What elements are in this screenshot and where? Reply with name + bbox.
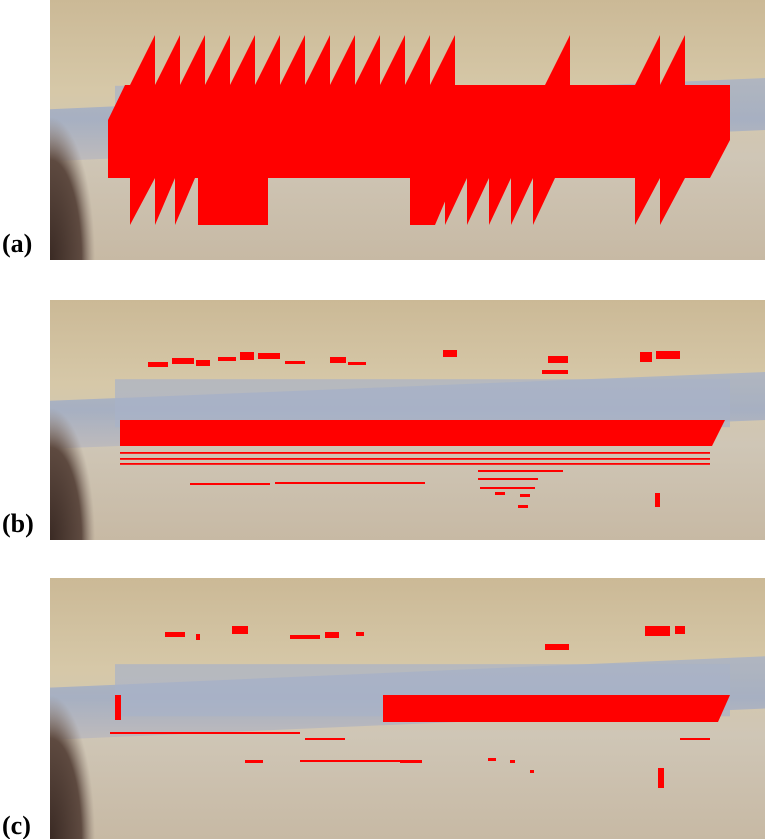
red-region — [275, 482, 425, 484]
red-region — [545, 644, 569, 650]
red-region — [300, 760, 400, 762]
red-region — [290, 635, 320, 639]
red-region — [120, 463, 710, 465]
shadow — [50, 408, 95, 540]
red-region — [658, 768, 664, 788]
red-region — [680, 738, 710, 740]
panels — [50, 0, 765, 839]
red-region — [190, 483, 270, 485]
red-region — [518, 505, 528, 508]
red-region — [530, 770, 534, 773]
red-region — [400, 760, 422, 763]
red-region — [640, 352, 652, 362]
red-region — [218, 357, 236, 361]
red-region — [196, 634, 200, 640]
red-region — [495, 492, 505, 495]
red-region — [120, 452, 710, 454]
red-region — [656, 351, 680, 359]
red-region — [115, 695, 121, 720]
red-region — [520, 494, 530, 497]
red-region — [285, 361, 305, 364]
red-region — [258, 353, 280, 359]
red-region — [305, 738, 345, 740]
figure: (a) (b) (c) — [0, 0, 765, 839]
red-region — [330, 357, 346, 363]
red-region — [675, 626, 685, 634]
panel-label: (c) — [2, 811, 31, 839]
red-region — [165, 632, 185, 637]
panel-label: (a) — [2, 229, 32, 258]
red-region — [232, 626, 248, 634]
red-region — [325, 632, 339, 638]
red-region — [478, 478, 538, 480]
red-region — [245, 760, 263, 763]
red-region — [480, 487, 535, 489]
red-region — [655, 493, 660, 507]
red-mask — [120, 420, 725, 446]
red-region — [443, 350, 457, 357]
red-region — [488, 758, 496, 761]
red-region — [356, 632, 364, 636]
red-region — [172, 358, 194, 364]
red-region — [645, 626, 670, 636]
red-region — [110, 732, 300, 734]
shadow — [50, 117, 95, 260]
red-mask — [383, 695, 730, 722]
panel-label: (b) — [2, 509, 34, 538]
red-region — [548, 356, 568, 363]
red-region — [478, 470, 563, 472]
shadow — [50, 695, 95, 839]
red-region — [196, 360, 210, 366]
red-region — [348, 362, 366, 365]
red-region — [148, 362, 168, 367]
red-region — [120, 458, 710, 460]
red-region — [240, 352, 254, 360]
red-region — [510, 760, 515, 763]
red-region — [542, 370, 568, 374]
